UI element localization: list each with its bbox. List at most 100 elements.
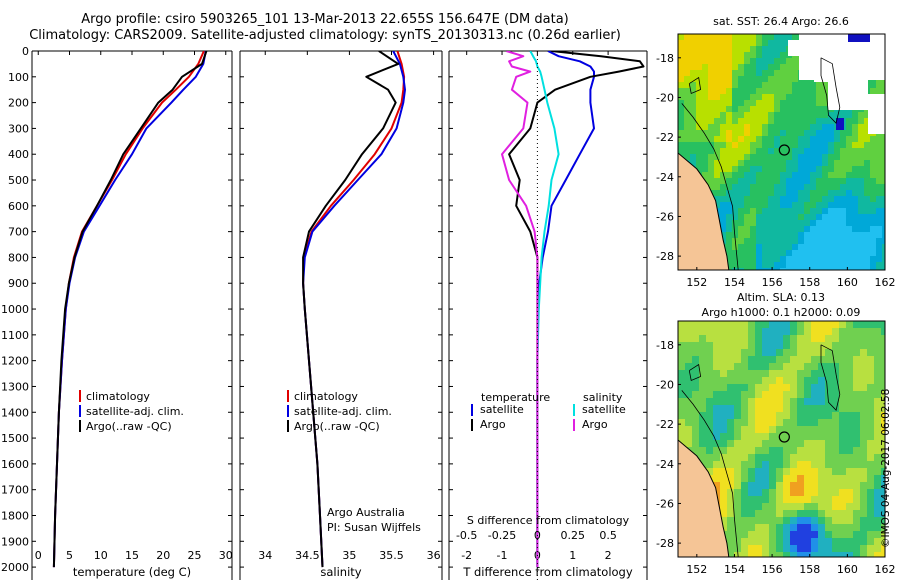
map-cell <box>881 489 885 497</box>
map-cell <box>860 517 868 525</box>
s-tick-label: -0.25 <box>488 529 516 542</box>
map-cell <box>726 76 733 83</box>
map-cell <box>810 244 817 251</box>
map-cell <box>839 545 847 553</box>
map-cell <box>720 321 728 329</box>
map-cell <box>734 377 742 385</box>
map-cell <box>762 202 769 209</box>
map-cell <box>692 419 700 427</box>
map-cell <box>678 52 685 59</box>
map-cell <box>834 190 841 197</box>
map-cell <box>798 88 805 95</box>
map-cell <box>853 482 861 490</box>
map-cell <box>825 531 833 539</box>
map-cell <box>874 321 882 329</box>
map-cell <box>708 40 715 47</box>
map-cell <box>867 538 875 546</box>
map-cell <box>776 468 784 476</box>
map-cell <box>790 461 798 469</box>
map-cell <box>804 552 812 557</box>
map-cell <box>790 531 798 539</box>
map-cell <box>846 184 853 191</box>
map-cell <box>720 94 727 101</box>
map-cell <box>720 496 728 504</box>
map-cell <box>790 426 798 434</box>
map-cell <box>780 190 787 197</box>
map-cell <box>776 538 784 546</box>
map-cell <box>832 335 840 343</box>
map-cell <box>738 118 745 125</box>
map-cell <box>874 475 882 483</box>
map-cell <box>846 510 854 518</box>
map-cell <box>825 349 833 357</box>
map-cell <box>867 545 875 553</box>
map-cell <box>882 184 885 191</box>
map-cell <box>726 178 733 185</box>
map-cell <box>726 244 733 251</box>
map-cell <box>734 489 742 497</box>
map-cell <box>876 190 883 197</box>
temperature-x-tick-label: 10 <box>94 549 108 562</box>
map-cell <box>755 482 763 490</box>
map-cell <box>720 426 728 434</box>
map-cell <box>706 433 714 441</box>
map-cell <box>867 524 875 532</box>
map-cell <box>792 34 799 41</box>
map-cell <box>867 419 875 427</box>
map-cell <box>768 232 775 239</box>
map-cell <box>780 58 787 65</box>
map-cell <box>774 136 781 143</box>
map-cell <box>853 510 861 518</box>
map-cell <box>860 468 868 476</box>
map-cell <box>818 552 826 557</box>
map-cell <box>756 136 763 143</box>
map-cell <box>750 160 757 167</box>
map-cell <box>734 384 742 392</box>
map-cell <box>804 142 811 149</box>
map-cell <box>832 482 840 490</box>
map-cell <box>762 468 770 476</box>
map-cell <box>750 52 757 59</box>
map-cell <box>678 384 686 392</box>
map-cell <box>732 250 739 257</box>
map-cell <box>756 100 763 107</box>
map-cell <box>792 94 799 101</box>
map-cell <box>776 531 784 539</box>
map-cell <box>852 256 859 263</box>
map-cell <box>792 136 799 143</box>
map-cell <box>818 391 826 399</box>
map-cell <box>832 426 840 434</box>
map-cell <box>825 328 833 336</box>
map-cell <box>714 148 721 155</box>
map-cell <box>786 94 793 101</box>
map-cell <box>768 70 775 77</box>
map-cell <box>840 214 847 221</box>
map-cell <box>762 118 769 125</box>
map-cell <box>786 112 793 119</box>
map-cell <box>756 142 763 149</box>
map-cell <box>846 262 853 269</box>
map-cell <box>678 34 685 41</box>
map-cell <box>774 184 781 191</box>
map-cell <box>870 82 877 89</box>
map-cell <box>727 475 735 483</box>
map-cell <box>780 118 787 125</box>
map-cell <box>706 335 714 343</box>
map-cell <box>741 475 749 483</box>
map-cell <box>774 118 781 125</box>
map-cell <box>786 136 793 143</box>
map-cell <box>792 88 799 95</box>
map-cell <box>797 552 805 557</box>
map-cell <box>685 328 693 336</box>
map-cell <box>762 552 770 557</box>
map-cell <box>702 142 709 149</box>
map-cell <box>678 112 685 119</box>
map-cell <box>762 524 770 532</box>
map-cell <box>804 250 811 257</box>
map-cell <box>881 447 885 455</box>
map-cell <box>762 40 769 47</box>
map-cell <box>876 136 883 143</box>
map-cell <box>840 154 847 161</box>
map-cell <box>853 419 861 427</box>
map-cell <box>858 130 865 137</box>
